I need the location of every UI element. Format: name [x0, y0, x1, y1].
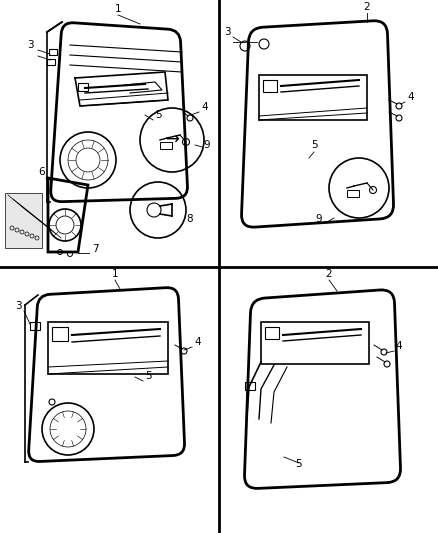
Text: 3: 3 — [15, 301, 21, 311]
Text: 3: 3 — [27, 40, 33, 50]
Bar — [47, 59, 55, 65]
Text: 7: 7 — [92, 244, 98, 254]
Text: 5: 5 — [311, 140, 317, 150]
Text: 5: 5 — [296, 459, 302, 469]
Bar — [48, 322, 168, 374]
Bar — [52, 327, 68, 341]
Text: 6: 6 — [39, 167, 45, 177]
Text: 2: 2 — [326, 269, 332, 279]
Text: 1: 1 — [112, 269, 118, 279]
Text: 3: 3 — [224, 27, 230, 37]
Text: →: → — [165, 131, 179, 149]
Text: 9: 9 — [204, 140, 210, 150]
Text: 8: 8 — [187, 214, 193, 224]
Bar — [347, 190, 359, 197]
Text: 4: 4 — [201, 102, 208, 112]
Bar — [78, 83, 88, 91]
Bar — [245, 382, 255, 390]
Text: 1: 1 — [115, 4, 121, 14]
Bar — [263, 80, 277, 92]
Bar — [265, 327, 279, 339]
Polygon shape — [5, 193, 42, 248]
Bar — [49, 49, 57, 55]
Text: 5: 5 — [145, 371, 151, 381]
Text: 4: 4 — [396, 341, 403, 351]
Bar — [261, 322, 369, 364]
Bar — [259, 75, 367, 120]
Text: 9: 9 — [316, 214, 322, 224]
Text: 4: 4 — [408, 92, 414, 102]
Text: 2: 2 — [364, 2, 370, 12]
Text: 4: 4 — [194, 337, 201, 347]
Bar — [30, 322, 40, 330]
Text: 5: 5 — [155, 110, 161, 120]
Bar — [160, 142, 172, 149]
